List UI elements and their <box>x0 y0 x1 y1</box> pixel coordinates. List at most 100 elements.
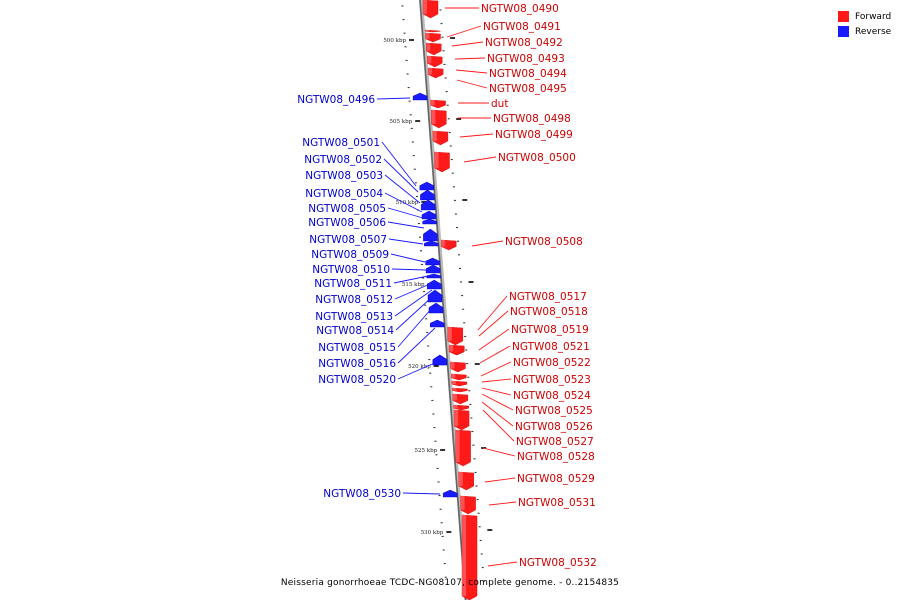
gene-block-forward <box>431 109 447 129</box>
connector-forward <box>456 79 488 89</box>
gene-label: NGTW08_0510 <box>312 264 390 276</box>
gene-block-forward <box>461 514 478 600</box>
connector-forward <box>478 310 509 337</box>
connector-reverse <box>394 283 431 300</box>
gene-block-highlight <box>451 374 456 378</box>
gene-block-highlight <box>451 381 456 385</box>
scale-label: 500 kbp <box>383 38 406 44</box>
gene-block-forward <box>432 130 449 146</box>
legend-item-forward: Forward <box>838 9 891 24</box>
gene-label: NGTW08_0501 <box>302 137 380 149</box>
connector-forward <box>454 57 486 60</box>
gene-block-forward <box>434 151 450 173</box>
connector-forward <box>478 328 510 351</box>
legend-label-forward: Forward <box>855 11 892 22</box>
gene-label: NGTW08_0516 <box>318 358 396 370</box>
connector-forward <box>477 295 508 331</box>
connector-forward <box>471 240 504 247</box>
gene-block-highlight <box>462 515 467 596</box>
gene-label: NGTW08_0530 <box>323 488 401 500</box>
gene-block-highlight <box>450 362 455 369</box>
gene-block-forward <box>427 55 443 68</box>
gene-label: NGTW08_0528 <box>517 451 595 463</box>
gene-block-forward <box>448 344 465 356</box>
gene-label: NGTW08_0526 <box>515 421 593 433</box>
gene-label: NGTW08_0524 <box>513 390 591 402</box>
connector-forward <box>479 345 511 364</box>
connector-forward <box>487 561 518 567</box>
gene-block-forward <box>451 373 467 381</box>
connector-forward <box>481 393 514 411</box>
scale-label: 525 kbp <box>414 448 437 454</box>
gene-label: NGTW08_0504 <box>305 188 383 200</box>
label-connectors <box>376 7 518 567</box>
gene-label: NGTW08_0503 <box>305 170 383 182</box>
connector-reverse <box>384 174 421 204</box>
gene-label: NGTW08_0506 <box>308 217 386 229</box>
connector-forward <box>481 401 514 427</box>
connector-forward <box>480 361 512 377</box>
gene-labels: NGTW08_0490 NGTW08_0491 NGTW08_0492 NGTW08_… <box>297 3 597 569</box>
gene-label: NGTW08_0505 <box>308 203 386 215</box>
gene-label: NGTW08_0514 <box>316 325 394 337</box>
gene-block-forward <box>450 361 466 373</box>
gene-label: NGTW08_0512 <box>315 294 393 306</box>
gene-label: NGTW08_0518 <box>510 306 588 318</box>
legend-item-reverse: Reverse <box>838 24 891 39</box>
connector-forward <box>446 25 482 38</box>
gene-block-highlight <box>430 100 435 106</box>
connector-reverse <box>393 275 429 284</box>
gene-block-highlight <box>432 131 437 141</box>
gene-block-reverse <box>423 228 438 242</box>
gene-label: NGTW08_0491 <box>483 21 561 33</box>
gene-block-reverse <box>427 279 442 290</box>
gene-label: NGTW08_0492 <box>485 37 563 49</box>
gene-label: NGTW08_0502 <box>304 154 382 166</box>
gene-block-highlight <box>427 56 432 64</box>
gene-block-reverse <box>442 489 458 498</box>
connector-reverse <box>381 141 417 187</box>
scale-label: 505 kbp <box>390 119 413 125</box>
connector-forward <box>459 133 494 138</box>
gene-block-reverse <box>432 354 448 366</box>
gene-block-reverse <box>420 199 436 211</box>
legend: Forward Reverse <box>838 9 891 39</box>
gene-label: NGTW08_0531 <box>518 497 596 509</box>
gene-block-forward <box>426 42 442 56</box>
gene-label: dut <box>491 98 508 110</box>
gene-block-highlight <box>449 345 454 352</box>
connector-reverse <box>391 268 427 271</box>
connector-reverse <box>388 238 424 245</box>
connector-forward <box>455 69 488 74</box>
gene-features <box>412 0 478 600</box>
genome-backbone <box>419 0 469 600</box>
gene-block-forward <box>430 99 446 109</box>
gene-block-highlight <box>452 388 457 391</box>
gene-label: NGTW08_0523 <box>513 374 591 386</box>
gene-block-forward <box>422 0 439 19</box>
gene-block-highlight <box>426 43 431 51</box>
gene-block-forward <box>425 32 441 43</box>
connector-reverse <box>384 192 423 213</box>
gene-block-reverse <box>428 302 444 314</box>
gene-label: NGTW08_0511 <box>314 278 392 290</box>
gene-block-highlight <box>434 152 439 168</box>
connector-reverse <box>397 307 433 348</box>
connector-forward <box>484 477 516 483</box>
connector-reverse <box>387 207 424 219</box>
gene-label: NGTW08_0490 <box>481 3 559 15</box>
scale-label: 530 kbp <box>421 530 444 536</box>
gene-label: NGTW08_0493 <box>487 53 565 65</box>
connector-reverse <box>395 296 433 331</box>
genome-title: Neisseria gonorrhoeae TCDC-NG08107, comp… <box>280 578 620 588</box>
gene-block-highlight <box>423 0 427 14</box>
gene-block-forward <box>455 429 471 467</box>
gene-block-forward <box>425 29 441 33</box>
gene-label: NGTW08_0495 <box>489 83 567 95</box>
gene-label: NGTW08_0532 <box>519 557 597 569</box>
gene-block-forward <box>440 239 457 251</box>
gene-block-highlight <box>431 110 436 124</box>
gene-label: NGTW08_0521 <box>512 341 590 353</box>
